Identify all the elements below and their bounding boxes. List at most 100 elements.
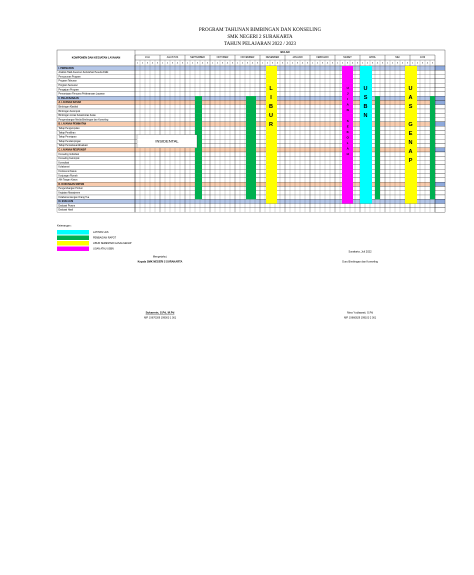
overlay-text: UJIAN SEKOLAH: [346, 86, 350, 158]
legend-label: PEMBAGIAN RAPOT: [93, 236, 117, 239]
week-label: 2: [167, 63, 169, 65]
row-end: [434, 95, 446, 101]
legend-label: LATIHAN UAS: [93, 231, 109, 234]
week-label: 4: [277, 63, 279, 65]
row-label: Tahap Pengumpulan: [59, 128, 81, 130]
row-label: Program Semester: [59, 84, 79, 87]
month-label: SEPTEMBER: [190, 56, 205, 59]
row-label: Kolaborasi: [59, 166, 70, 169]
week-label: 2: [367, 63, 369, 65]
month-label: FEBRUARI: [316, 56, 328, 59]
row-label: Analisis Hasil Asesmen Kebutuhan Peserta…: [59, 71, 110, 74]
week-label: 1: [287, 63, 289, 65]
overlay-band: [266, 66, 277, 204]
legend-label: LIBUR SEMESTER GASAL/GENAP: [93, 242, 132, 245]
week-label: 1: [137, 63, 139, 65]
overlay-band: [136, 134, 198, 148]
row-end: [434, 83, 446, 88]
week-label: 4: [377, 63, 379, 65]
week-label: 2: [142, 63, 144, 65]
row-end: [434, 186, 446, 191]
week-label: 2: [392, 63, 394, 65]
row-label: Pengembangan Profesi: [59, 187, 83, 190]
month-label: MEI: [395, 56, 400, 59]
row-end: [434, 70, 446, 75]
week-label: 1: [162, 63, 164, 65]
overlay-band: [405, 66, 417, 204]
row-end: [434, 78, 446, 84]
month-label: JUNI: [420, 56, 426, 59]
row-end: [434, 108, 446, 114]
week-label: 5: [257, 63, 259, 65]
row-label: Konseling Individual: [59, 154, 80, 156]
week-label: 1: [312, 63, 314, 65]
row-label: Konseling Kelompok: [59, 158, 81, 160]
row-label: Tahap Penetapan: [59, 136, 78, 139]
row-label: Evaluasi Hasil: [59, 210, 74, 212]
report-band: [430, 96, 435, 200]
row-end: [434, 139, 446, 144]
row-bg: [56, 83, 446, 88]
week-label: 4: [302, 63, 304, 65]
week-label: 3: [322, 63, 324, 65]
week-label: 4: [402, 63, 404, 65]
week-label: 5: [407, 63, 409, 65]
week-label: 3: [347, 63, 349, 65]
report-band: [375, 96, 380, 200]
row-label: Evaluasi Proses: [59, 204, 76, 207]
month-label: APRIL: [369, 56, 377, 59]
week-label: 2: [242, 63, 244, 65]
week-label: 1: [337, 63, 339, 65]
sign-nip: NIP. 19670309 199003 1 001: [144, 317, 177, 320]
week-label: 5: [207, 63, 209, 65]
week-label: 4: [352, 63, 354, 65]
month-label: DESEMBER: [266, 56, 280, 59]
overlay-text: INSIDENTAL: [155, 138, 179, 143]
row-label: Bimbingan Lintas Kelas/Lintas Kelas: [59, 114, 97, 117]
school: SMK NEGERI 2 SURAKARTA: [227, 35, 293, 40]
row-label: Pemantapan Rencana Pelaksanaan Layanan: [59, 93, 106, 96]
month-header: BULAN: [280, 50, 289, 54]
row-label: Penyusunan Program: [59, 75, 81, 78]
row-end: [434, 130, 446, 135]
overlay-band: [360, 66, 372, 204]
sign-name: Sukarmin, S.Pd, M.Pd: [146, 311, 175, 315]
week-label: 4: [202, 63, 204, 65]
row-end: [434, 194, 446, 200]
week-label: 2: [292, 63, 294, 65]
sign-date: Surakarta, Juli 2022: [348, 250, 372, 254]
week-label: 1: [237, 63, 239, 65]
overlay-text: LIBUR: [268, 86, 274, 131]
report-band: [195, 96, 202, 200]
row-bg: [56, 91, 446, 97]
row-label: Konferensi Kasus: [59, 170, 78, 173]
month-label: AGUSTUS: [167, 56, 179, 59]
row-bg: [56, 199, 446, 204]
legend-swatch: [57, 246, 89, 251]
row-label: Bimbingan Klasikal: [59, 106, 79, 108]
week-label: 1: [187, 63, 189, 65]
row-label: Kolaborasi dengan Orang Tua: [59, 196, 90, 199]
row-end: [434, 190, 446, 196]
row-bg: [56, 65, 446, 71]
overlay-text: UAS GENAP: [408, 86, 414, 167]
row-label: Tahap Pendampingan: [59, 141, 82, 143]
row-bg: [56, 78, 446, 84]
row-end: [434, 104, 446, 110]
week-label: 1: [412, 63, 414, 65]
row-end: [434, 207, 446, 213]
row-label: C. LAYANAN RESPONSIF: [59, 148, 87, 151]
row-bg: [56, 203, 446, 209]
row-end: [434, 87, 446, 92]
row-bg: [56, 87, 446, 92]
row-end: [434, 177, 446, 183]
sign-nip: NIP. 19660629 199103 2 001: [344, 317, 377, 320]
title: PROGRAM TAHUNAN BIMBINGAN DAN KONSELING: [199, 28, 322, 33]
report-band: [246, 96, 256, 200]
week-label: 5: [157, 63, 159, 65]
row-end: [434, 113, 446, 118]
sign-intro: Mengetahui,: [153, 255, 168, 259]
row-end: [434, 126, 446, 131]
week-label: 5: [232, 63, 234, 65]
week-label: 4: [177, 63, 179, 65]
